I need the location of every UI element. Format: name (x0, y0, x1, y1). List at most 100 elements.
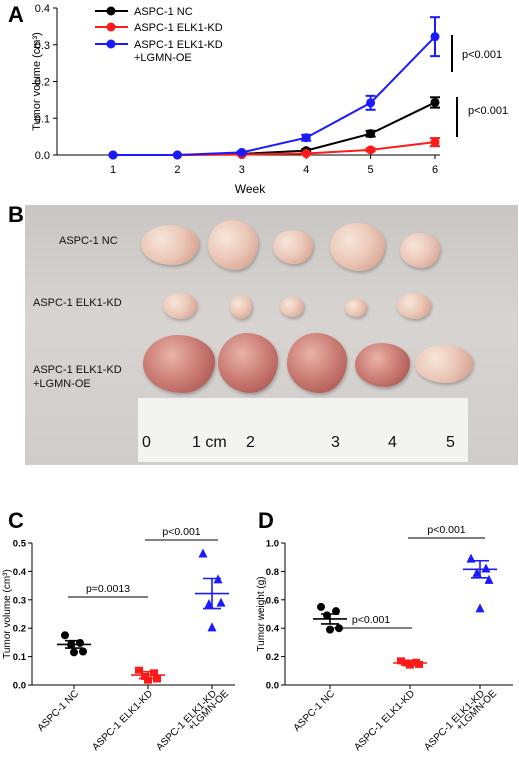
y-tick-label: 0.0 (35, 150, 50, 162)
tumor-kd-2 (230, 295, 252, 319)
tumor-kd-oe-5 (415, 345, 473, 383)
panel-letter-a: A (8, 2, 24, 27)
y-tick-label: 1.0 (266, 539, 279, 550)
y-tick-label: 0.0 (266, 681, 279, 692)
y-tick-label: 0.4 (13, 567, 27, 578)
y-axis-title: Tumor volume (cm³) (31, 32, 43, 131)
ruler: 0 1 cm 2 3 4 5 (138, 398, 468, 462)
comparison-label: p<0.001 (427, 524, 465, 536)
data-point-group-2 (198, 548, 208, 558)
comparison-label: p<0.001 (352, 614, 390, 626)
data-point-group-0 (332, 607, 340, 616)
x-tick-label: ASPC-1 ELK1-KD (352, 688, 417, 753)
x-tick-label: ASPC-1 ELK1-KD (422, 688, 487, 753)
significance-label: p<0.001 (462, 49, 502, 61)
significance-label: p<0.001 (468, 105, 508, 117)
y-tick-label: 0.5 (13, 539, 27, 550)
y-axis-title: Tumor weight (g) (256, 576, 267, 651)
tumor-kd-oe-4 (355, 343, 410, 387)
x-tick-label: 5 (368, 164, 374, 176)
data-point-group-2 (484, 574, 494, 584)
panel-letter-d: D (258, 508, 274, 533)
x-tick-label: ASPC-1 ELK1-KD (90, 688, 155, 753)
data-point-group-0 (79, 647, 87, 656)
panel-letter-c: C (8, 508, 24, 533)
x-tick-label: ASPC-1 NC (36, 688, 82, 734)
tumor-kd-5 (397, 293, 431, 319)
data-point-group-1 (150, 669, 158, 677)
y-tick-label: 0.0 (13, 681, 26, 692)
data-point-group-2 (207, 622, 217, 632)
data-point-group-1 (141, 672, 149, 680)
data-point-1 (301, 149, 311, 159)
y-axis-title: Tumor volume (cm³) (2, 569, 13, 659)
legend-label-2: ASPC-1 ELK1-KD (134, 39, 223, 51)
data-point-group-1 (135, 666, 143, 674)
x-tick-label: 4 (303, 164, 309, 176)
tumor-kd-oe-2 (218, 333, 278, 393)
tumor-nc-1 (141, 225, 199, 265)
tumor-nc-2 (208, 220, 258, 270)
tumor-kd-1 (163, 293, 197, 319)
data-point-group-0 (326, 625, 334, 634)
series-line-2 (113, 35, 436, 156)
tumor-kd-oe-3 (287, 333, 347, 393)
data-point-2 (366, 98, 376, 108)
y-tick-label: 0.6 (266, 595, 279, 606)
data-point-2 (172, 150, 182, 160)
legend-label-0: ASPC-1 NC (134, 6, 193, 18)
legend-marker-0 (106, 6, 116, 16)
tumor-kd-oe-1 (143, 335, 215, 393)
photo-row-label-kd: ASPC-1 ELK1-KD (33, 297, 122, 309)
ruler-number-0: 0 (142, 434, 151, 451)
ruler-number-2: 2 (246, 434, 255, 451)
data-point-0 (366, 129, 376, 139)
data-point-group-0 (70, 648, 78, 657)
y-tick-label: 0.2 (13, 624, 26, 635)
y-tick-label: 0.1 (35, 113, 50, 125)
ruler-number-3: 3 (331, 434, 340, 451)
y-tick-label: 0.3 (35, 40, 50, 52)
legend-label-1: ASPC-1 ELK1-KD (134, 22, 223, 34)
tumor-kd-4 (345, 299, 367, 317)
comparison-label: p<0.001 (162, 526, 200, 538)
tumor-nc-5 (400, 233, 440, 268)
data-point-2 (430, 32, 440, 42)
data-point-group-0 (317, 602, 325, 611)
ruler-number-4: 4 (388, 434, 397, 451)
y-tick-label: 0.1 (13, 652, 27, 663)
y-tick-label: 0.3 (13, 595, 26, 606)
data-point-2 (108, 150, 118, 160)
data-point-group-2 (475, 603, 485, 613)
x-tick-label: 6 (432, 164, 438, 176)
ruler-number-1cm: 1 cm (192, 434, 227, 451)
data-point-0 (430, 97, 440, 107)
x-tick-label: ASPC-1 NC (292, 688, 338, 734)
legend-marker-2 (106, 39, 116, 49)
data-point-2 (237, 147, 247, 157)
data-point-group-0 (61, 631, 69, 640)
tumor-nc-4 (330, 223, 385, 271)
tumor-volume-dot-plot: 0.0 0.1 0.2 0.3 0.4 0.5 Tumor volume (cm³) ASPC… (2, 526, 235, 753)
y-tick-label: 0.2 (35, 77, 50, 89)
tumor-growth-line-chart: 0.0 0.1 0.2 0.3 0.4 1 2 3 4 5 6 Week Tumor volume (c… (31, 3, 508, 196)
x-tick-label: ASPC-1 ELK1-KD (154, 688, 219, 753)
x-tick-label: 3 (239, 164, 245, 176)
panel-letter-b: B (8, 202, 24, 227)
x-tick-label: 2 (174, 164, 180, 176)
data-point-1 (430, 137, 440, 147)
x-tick-label: 1 (110, 164, 116, 176)
data-point-2 (301, 133, 311, 143)
data-point-1 (366, 145, 376, 155)
data-point-group-2 (481, 563, 491, 573)
y-tick-label: 0.8 (266, 567, 279, 578)
legend-label-2: +LGMN-OE (134, 52, 192, 64)
data-point-group-1 (144, 676, 152, 684)
tumor-weight-dot-plot: 0.0 0.2 0.4 0.6 0.8 1.0 Tumor weight (g) ASPC-1… (256, 524, 513, 753)
tumor-kd-3 (280, 297, 304, 317)
y-tick-label: 0.2 (266, 652, 279, 663)
tumor-nc-3 (273, 230, 313, 264)
y-tick-label: 0.4 (35, 3, 50, 15)
photo-row-label-nc: ASPC-1 NC (59, 235, 118, 247)
ruler-number-5: 5 (446, 434, 455, 451)
